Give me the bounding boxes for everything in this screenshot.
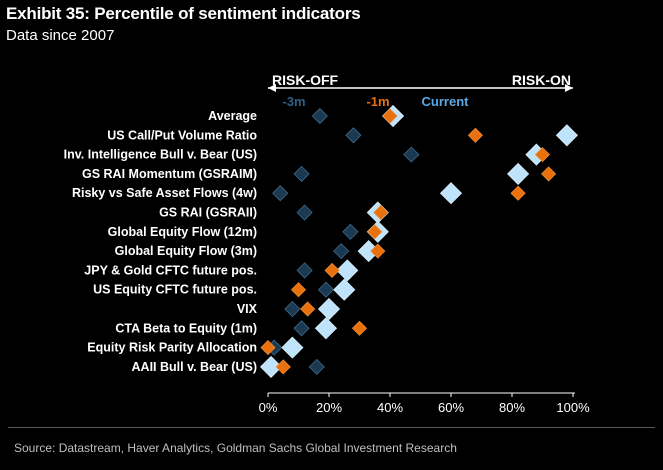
marker-current	[336, 259, 359, 282]
x-tick-label: 40%	[377, 400, 403, 415]
sentiment-percentile-chart: Average US Call/Put Volume Ratio Inv. Inte…	[64, 72, 590, 415]
marker-minus-1m	[467, 127, 483, 143]
marker-minus-1m	[541, 166, 557, 182]
arrow-left-icon	[268, 84, 276, 92]
marker-minus-3m	[272, 185, 289, 202]
marker-current	[314, 317, 338, 340]
category-label: GS RAI (GSRAII)	[159, 206, 257, 220]
marker-minus-1m	[510, 185, 526, 201]
x-tick-label: 100%	[556, 400, 590, 415]
x-tick-label: 60%	[438, 400, 464, 415]
category-label: US Equity CFTC future pos.	[93, 283, 257, 297]
legend-label: -3m	[282, 94, 305, 109]
marker-minus-3m	[403, 146, 420, 163]
marker-minus-3m	[345, 127, 362, 144]
marker-current	[317, 297, 341, 321]
chart-subtitle: Data since 2007	[6, 27, 115, 44]
marker-current	[259, 355, 283, 378]
category-label: Global Equity Flow (3m)	[115, 244, 257, 258]
marker-minus-1m	[300, 301, 316, 317]
marker-minus-1m	[275, 359, 291, 375]
marker-minus-3m	[333, 243, 350, 260]
marker-minus-3m	[311, 107, 328, 125]
marker-current	[507, 162, 530, 185]
marker-current	[281, 336, 304, 359]
marker-minus-1m	[260, 340, 276, 356]
category-label: CTA Beta to Equity (1m)	[115, 321, 257, 335]
category-label: US Call/Put Volume Ratio	[107, 128, 257, 142]
legend-label: Current	[422, 94, 470, 109]
marker-minus-1m	[290, 282, 307, 298]
legend-label: -1m	[366, 94, 389, 109]
category-label: AAII Bull v. Bear (US)	[132, 360, 257, 374]
chart-title: Exhibit 35: Percentile of sentiment indi…	[6, 4, 361, 23]
marker-minus-3m	[284, 300, 301, 318]
category-label: VIX	[237, 302, 258, 316]
x-axis: 0% 20% 40% 60% 80% 100%	[259, 392, 590, 415]
marker-minus-1m	[324, 262, 340, 278]
source-note: Source: Datastream, Haver Analytics, Gol…	[14, 441, 457, 455]
category-label: Inv. Intelligence Bull v. Bear (US)	[64, 148, 257, 162]
marker-current	[555, 124, 578, 147]
category-labels: Average US Call/Put Volume Ratio Inv. Inte…	[64, 109, 258, 374]
marker-minus-3m	[293, 165, 310, 182]
x-tick-label: 0%	[259, 400, 278, 415]
marker-minus-3m	[308, 358, 325, 375]
marker-minus-3m	[317, 281, 335, 298]
x-tick-label: 20%	[316, 400, 342, 415]
category-label: Risky vs Safe Asset Flows (4w)	[72, 186, 257, 200]
marker-minus-1m	[370, 243, 386, 259]
data-markers	[259, 104, 578, 378]
marker-minus-3m	[342, 223, 359, 240]
category-label: GS RAI Momentum (GSRAIM)	[82, 167, 257, 181]
category-label: JPY & Gold CFTC future pos.	[84, 263, 257, 277]
marker-minus-1m	[367, 224, 383, 240]
arrow-right-icon	[565, 84, 573, 92]
marker-current	[439, 182, 463, 205]
marker-minus-3m	[296, 262, 313, 279]
category-label: Equity Risk Parity Allocation	[87, 341, 257, 355]
marker-minus-3m	[296, 204, 313, 221]
marker-minus-3m	[293, 320, 310, 337]
category-label: Average	[208, 109, 257, 123]
x-tick-label: 80%	[499, 400, 525, 415]
category-label: Global Equity Flow (12m)	[108, 225, 257, 239]
risk-off-label: RISK-OFF	[272, 72, 339, 88]
marker-current	[333, 278, 356, 301]
marker-minus-1m	[534, 147, 551, 163]
marker-minus-1m	[382, 108, 398, 124]
risk-on-label: RISK-ON	[512, 72, 571, 88]
marker-minus-1m	[351, 320, 368, 336]
chart-header: RISK-OFF RISK-ON -3m -1m Current	[268, 72, 573, 109]
footer-divider	[8, 427, 655, 428]
marker-minus-1m	[373, 204, 389, 221]
